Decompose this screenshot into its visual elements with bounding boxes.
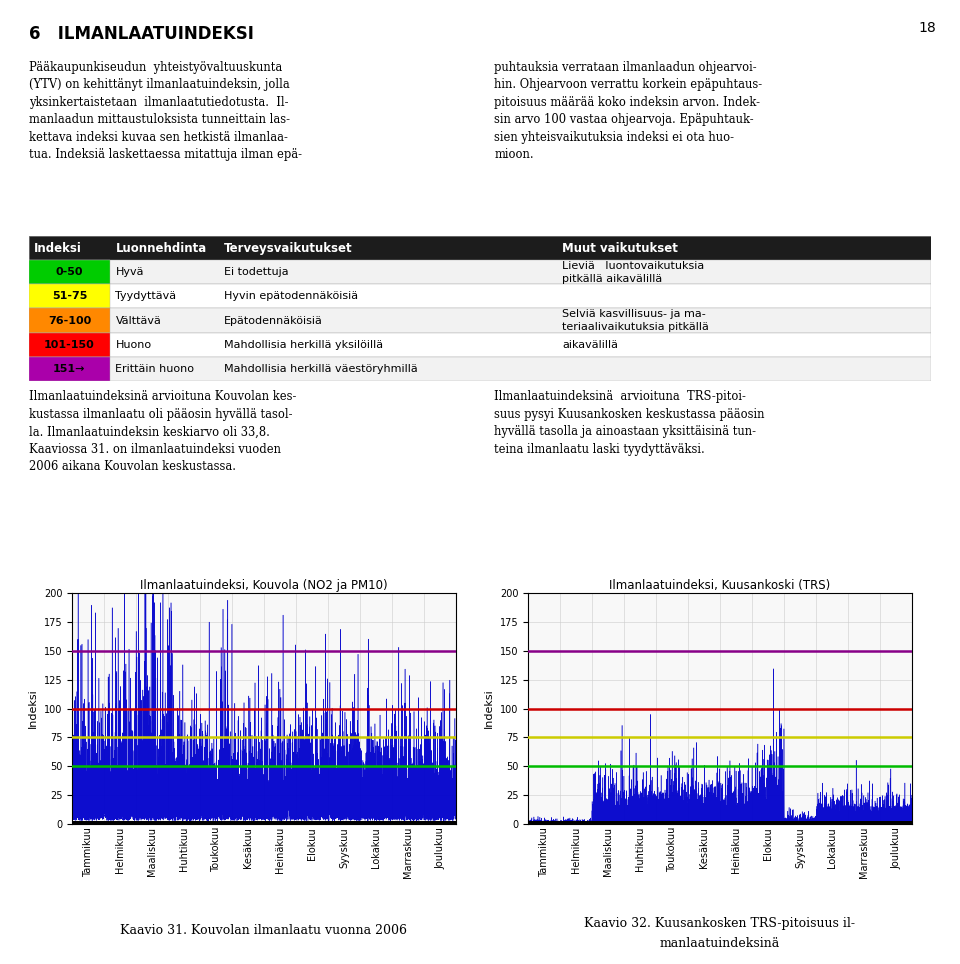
Text: Luonnehdinta: Luonnehdinta <box>115 242 206 254</box>
Text: manlaatuindeksinä: manlaatuindeksinä <box>660 937 780 950</box>
Text: Erittäin huono: Erittäin huono <box>115 363 195 374</box>
Text: Indeksi: Indeksi <box>35 242 83 254</box>
Bar <box>29 357 110 381</box>
Title: Ilmanlaatuindeksi, Kouvola (NO2 ja PM10): Ilmanlaatuindeksi, Kouvola (NO2 ja PM10) <box>140 578 388 592</box>
Text: Pääkaupunkiseudun  yhteistyövaltuuskunta
(YTV) on kehittänyt ilmanlaatuindeksin,: Pääkaupunkiseudun yhteistyövaltuuskunta … <box>29 61 301 161</box>
Bar <box>528 820 912 824</box>
Bar <box>29 308 110 333</box>
Text: Ilmanlaatuindeksinä arvioituna Kouvolan kes-
kustassa ilmanlaatu oli pääosin hyv: Ilmanlaatuindeksinä arvioituna Kouvolan … <box>29 390 297 473</box>
Bar <box>29 284 110 308</box>
Y-axis label: Indeksi: Indeksi <box>484 688 494 729</box>
Text: Huono: Huono <box>115 339 152 350</box>
Text: Mahdollisia herkillä yksilöillä: Mahdollisia herkillä yksilöillä <box>224 339 383 350</box>
Text: Ilmanlaatuindeksinä  arvioituna  TRS-pitoi-
suus pysyi Kuusankosken keskustassa : Ilmanlaatuindeksinä arvioituna TRS-pitoi… <box>494 390 765 456</box>
Bar <box>29 260 110 284</box>
Bar <box>29 333 931 357</box>
Y-axis label: Indeksi: Indeksi <box>28 688 38 729</box>
Bar <box>29 333 110 357</box>
Text: Mahdollisia herkillä väestöryhmillä: Mahdollisia herkillä väestöryhmillä <box>224 363 418 374</box>
Text: 6   ILMANLAATUINDEKSI: 6 ILMANLAATUINDEKSI <box>29 25 253 43</box>
Text: Selviä kasvillisuus- ja ma-
teriaalivaikutuksia pitkällä: Selviä kasvillisuus- ja ma- teriaalivaik… <box>563 309 709 332</box>
Text: Hyvä: Hyvä <box>115 267 144 278</box>
Text: aikavälillä: aikavälillä <box>563 339 618 350</box>
Text: 76-100: 76-100 <box>48 315 91 326</box>
Text: 151→: 151→ <box>53 363 85 374</box>
Text: Kaavio 31. Kouvolan ilmanlaatu vuonna 2006: Kaavio 31. Kouvolan ilmanlaatu vuonna 20… <box>121 924 407 937</box>
Text: puhtauksia verrataan ilmanlaadun ohjearvoi-
hin. Ohjearvoon verrattu korkein epä: puhtauksia verrataan ilmanlaadun ohjearv… <box>494 61 762 161</box>
Text: 51-75: 51-75 <box>52 291 87 302</box>
Text: Terveysvaikutukset: Terveysvaikutukset <box>224 242 352 254</box>
Text: Kaavio 32. Kuusankosken TRS-pitoisuus il-: Kaavio 32. Kuusankosken TRS-pitoisuus il… <box>585 918 855 930</box>
Text: 101-150: 101-150 <box>44 339 95 350</box>
Text: 0-50: 0-50 <box>56 267 84 278</box>
Text: Muut vaikutukset: Muut vaikutukset <box>563 242 678 254</box>
Text: Hyvin epätodennäköisiä: Hyvin epätodennäköisiä <box>224 291 358 302</box>
Bar <box>72 820 456 824</box>
Text: 18: 18 <box>919 21 936 36</box>
Bar <box>29 260 931 284</box>
Text: Välttävä: Välttävä <box>115 315 161 326</box>
Text: Tyydyttävä: Tyydyttävä <box>115 291 177 302</box>
Bar <box>29 357 931 381</box>
Bar <box>29 236 931 260</box>
Text: Epätodennäköisiä: Epätodennäköisiä <box>224 315 323 326</box>
Bar <box>29 284 931 308</box>
Text: Lieviä   luontovaikutuksia
pitkällä aikavälillä: Lieviä luontovaikutuksia pitkällä aikavä… <box>563 261 705 283</box>
Text: Ei todettuja: Ei todettuja <box>224 267 288 278</box>
Bar <box>29 308 931 333</box>
Title: Ilmanlaatuindeksi, Kuusankoski (TRS): Ilmanlaatuindeksi, Kuusankoski (TRS) <box>610 578 830 592</box>
